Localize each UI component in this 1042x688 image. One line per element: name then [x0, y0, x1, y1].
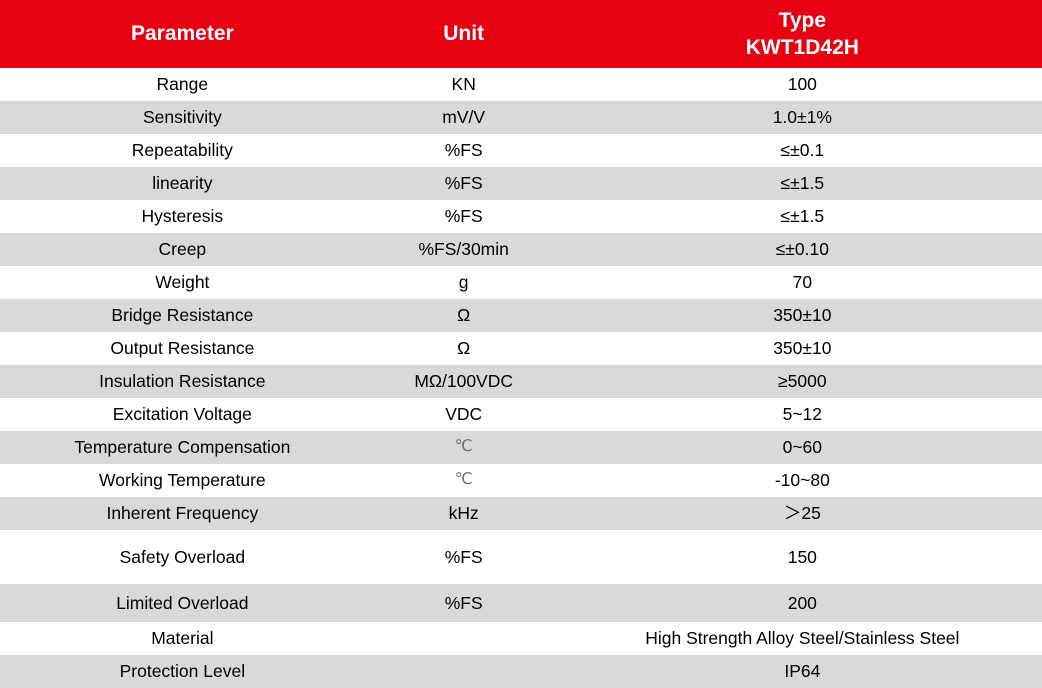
- table-row: Safety Overload %FS 150: [0, 530, 1042, 584]
- table-row: Excitation Voltage VDC 5~12: [0, 398, 1042, 431]
- cell-parameter: Material: [0, 622, 365, 655]
- cell-value: 200: [562, 584, 1042, 622]
- cell-unit: [364, 655, 563, 688]
- cell-unit: Ω: [364, 332, 563, 365]
- cell-value: ≤±1.5: [562, 200, 1042, 233]
- cell-value: -10~80: [562, 464, 1042, 497]
- cell-unit: ℃: [364, 464, 563, 497]
- cell-parameter: Repeatability: [0, 134, 365, 167]
- cell-value: 100: [562, 68, 1042, 101]
- cell-unit: MΩ/100VDC: [364, 365, 563, 398]
- cell-parameter: Weight: [0, 266, 365, 299]
- cell-unit: mV/V: [364, 101, 563, 134]
- cell-value: IP64: [562, 655, 1042, 688]
- cell-value: ≤±1.5: [562, 167, 1042, 200]
- cell-unit: %FS: [364, 134, 563, 167]
- cell-parameter: Protection Level: [0, 655, 365, 688]
- table-row: Creep %FS/30min ≤±0.10: [0, 233, 1042, 266]
- cell-parameter: Hysteresis: [0, 200, 365, 233]
- table-row: Temperature Compensation ℃ 0~60: [0, 431, 1042, 464]
- cell-value: ≥5000: [562, 365, 1042, 398]
- cell-parameter: Insulation Resistance: [0, 365, 365, 398]
- cell-unit: Ω: [364, 299, 563, 332]
- header-unit: Unit: [364, 0, 563, 68]
- cell-parameter: Limited Overload: [0, 584, 365, 622]
- table-row: Protection Level IP64: [0, 655, 1042, 688]
- table-row: linearity %FS ≤±1.5: [0, 167, 1042, 200]
- cell-parameter: Working Temperature: [0, 464, 365, 497]
- cell-unit: VDC: [364, 398, 563, 431]
- table-row: Range KN 100: [0, 68, 1042, 101]
- cell-value: 5~12: [562, 398, 1042, 431]
- cell-value: 70: [562, 266, 1042, 299]
- cell-value: ≤±0.10: [562, 233, 1042, 266]
- cell-unit: [364, 622, 563, 655]
- table-row: Limited Overload %FS 200: [0, 584, 1042, 622]
- cell-unit: g: [364, 266, 563, 299]
- table-row: Inherent Frequency kHz ＞25: [0, 497, 1042, 530]
- table-row: Output Resistance Ω 350±10: [0, 332, 1042, 365]
- cell-unit: %FS/30min: [364, 233, 563, 266]
- cell-value: ＞25: [562, 497, 1042, 530]
- header-type-line1: Type: [778, 8, 827, 32]
- cell-parameter: Inherent Frequency: [0, 497, 365, 530]
- cell-parameter: Sensitivity: [0, 101, 365, 134]
- cell-value: 150: [562, 530, 1042, 584]
- cell-value: 350±10: [562, 332, 1042, 365]
- cell-unit: %FS: [364, 200, 563, 233]
- cell-value: 1.0±1%: [562, 101, 1042, 134]
- cell-parameter: Output Resistance: [0, 332, 365, 365]
- cell-parameter: Range: [0, 68, 365, 101]
- cell-unit: ℃: [364, 431, 563, 464]
- cell-unit: KN: [364, 68, 563, 101]
- cell-unit: %FS: [364, 167, 563, 200]
- header-type: Type KWT1D42H: [562, 0, 1042, 68]
- table-row: Weight g 70: [0, 266, 1042, 299]
- cell-value: ≤±0.1: [562, 134, 1042, 167]
- cell-value: High Strength Alloy Steel/Stainless Stee…: [562, 622, 1042, 655]
- table-row: Insulation Resistance MΩ/100VDC ≥5000: [0, 365, 1042, 398]
- cell-parameter: linearity: [0, 167, 365, 200]
- cell-parameter: Safety Overload: [0, 530, 365, 584]
- header-parameter: Parameter: [0, 0, 365, 68]
- table-row: Working Temperature ℃ -10~80: [0, 464, 1042, 497]
- spec-table-body: Range KN 100 Sensitivity mV/V 1.0±1% Repeatabi…: [0, 68, 1042, 688]
- cell-value: 0~60: [562, 431, 1042, 464]
- cell-unit: kHz: [364, 497, 563, 530]
- table-row: Sensitivity mV/V 1.0±1%: [0, 101, 1042, 134]
- table-row: Bridge Resistance Ω 350±10: [0, 299, 1042, 332]
- cell-unit: %FS: [364, 530, 563, 584]
- header-type-line2: KWT1D42H: [745, 36, 859, 59]
- cell-parameter: Excitation Voltage: [0, 398, 365, 431]
- table-row: Material High Strength Alloy Steel/Stainl…: [0, 622, 1042, 655]
- table-row: Repeatability %FS ≤±0.1: [0, 134, 1042, 167]
- cell-parameter: Temperature Compensation: [0, 431, 365, 464]
- cell-parameter: Creep: [0, 233, 365, 266]
- header-row: Parameter Unit Type KWT1D42H: [0, 0, 1042, 68]
- table-row: Hysteresis %FS ≤±1.5: [0, 200, 1042, 233]
- cell-unit: %FS: [364, 584, 563, 622]
- cell-value: 350±10: [562, 299, 1042, 332]
- cell-parameter: Bridge Resistance: [0, 299, 365, 332]
